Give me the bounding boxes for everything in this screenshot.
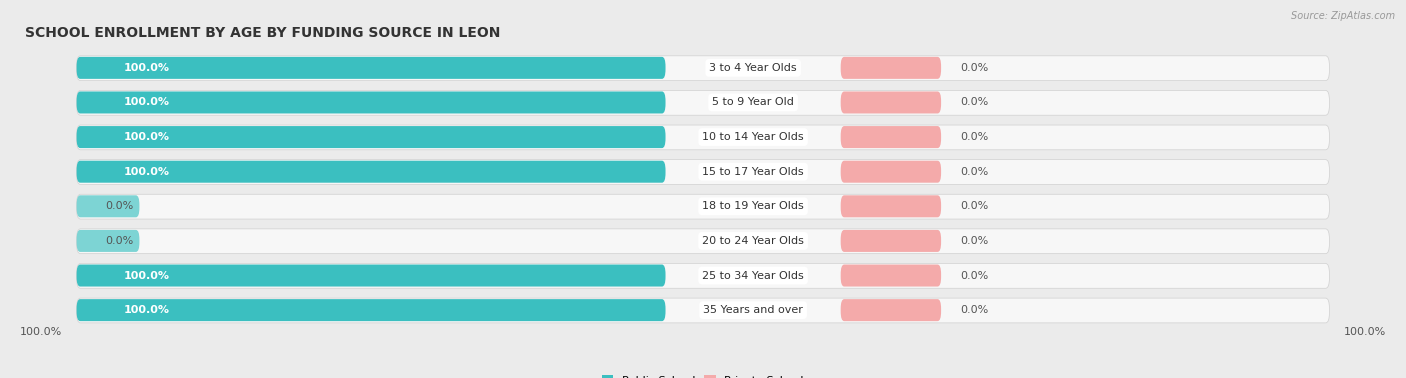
Text: 0.0%: 0.0% — [960, 63, 988, 73]
Text: 100.0%: 100.0% — [124, 305, 170, 315]
FancyBboxPatch shape — [76, 126, 665, 148]
Text: 5 to 9 Year Old: 5 to 9 Year Old — [713, 98, 794, 107]
Text: 35 Years and over: 35 Years and over — [703, 305, 803, 315]
FancyBboxPatch shape — [841, 57, 941, 79]
FancyBboxPatch shape — [76, 160, 1330, 184]
Text: 0.0%: 0.0% — [960, 305, 988, 315]
Text: 18 to 19 Year Olds: 18 to 19 Year Olds — [702, 201, 804, 211]
Text: 100.0%: 100.0% — [124, 132, 170, 142]
Text: SCHOOL ENROLLMENT BY AGE BY FUNDING SOURCE IN LEON: SCHOOL ENROLLMENT BY AGE BY FUNDING SOUR… — [25, 26, 501, 40]
Text: 25 to 34 Year Olds: 25 to 34 Year Olds — [702, 271, 804, 280]
Text: 100.0%: 100.0% — [124, 167, 170, 177]
Text: 0.0%: 0.0% — [960, 167, 988, 177]
FancyBboxPatch shape — [76, 298, 1330, 323]
FancyBboxPatch shape — [76, 195, 139, 217]
Text: 100.0%: 100.0% — [124, 271, 170, 280]
FancyBboxPatch shape — [76, 56, 1330, 81]
Text: 20 to 24 Year Olds: 20 to 24 Year Olds — [702, 236, 804, 246]
Text: 100.0%: 100.0% — [1343, 327, 1386, 336]
FancyBboxPatch shape — [76, 125, 1330, 150]
Text: Source: ZipAtlas.com: Source: ZipAtlas.com — [1291, 11, 1395, 21]
FancyBboxPatch shape — [76, 229, 1330, 254]
FancyBboxPatch shape — [76, 90, 1330, 115]
Text: 0.0%: 0.0% — [105, 201, 134, 211]
FancyBboxPatch shape — [841, 161, 941, 183]
FancyBboxPatch shape — [76, 194, 1330, 219]
Text: 0.0%: 0.0% — [960, 98, 988, 107]
Legend: Public School, Private School: Public School, Private School — [598, 371, 808, 378]
Text: 15 to 17 Year Olds: 15 to 17 Year Olds — [702, 167, 804, 177]
Text: 100.0%: 100.0% — [124, 98, 170, 107]
Text: 10 to 14 Year Olds: 10 to 14 Year Olds — [702, 132, 804, 142]
FancyBboxPatch shape — [841, 299, 941, 321]
FancyBboxPatch shape — [841, 195, 941, 217]
FancyBboxPatch shape — [76, 161, 665, 183]
FancyBboxPatch shape — [841, 91, 941, 113]
FancyBboxPatch shape — [76, 265, 665, 287]
FancyBboxPatch shape — [76, 299, 665, 321]
Text: 100.0%: 100.0% — [124, 63, 170, 73]
Text: 0.0%: 0.0% — [105, 236, 134, 246]
FancyBboxPatch shape — [76, 230, 139, 252]
FancyBboxPatch shape — [841, 126, 941, 148]
Text: 0.0%: 0.0% — [960, 201, 988, 211]
Text: 3 to 4 Year Olds: 3 to 4 Year Olds — [709, 63, 797, 73]
Text: 100.0%: 100.0% — [20, 327, 63, 336]
FancyBboxPatch shape — [76, 57, 665, 79]
Text: 0.0%: 0.0% — [960, 236, 988, 246]
Text: 0.0%: 0.0% — [960, 271, 988, 280]
Text: 0.0%: 0.0% — [960, 132, 988, 142]
FancyBboxPatch shape — [841, 230, 941, 252]
FancyBboxPatch shape — [841, 265, 941, 287]
FancyBboxPatch shape — [76, 91, 665, 113]
FancyBboxPatch shape — [76, 263, 1330, 288]
